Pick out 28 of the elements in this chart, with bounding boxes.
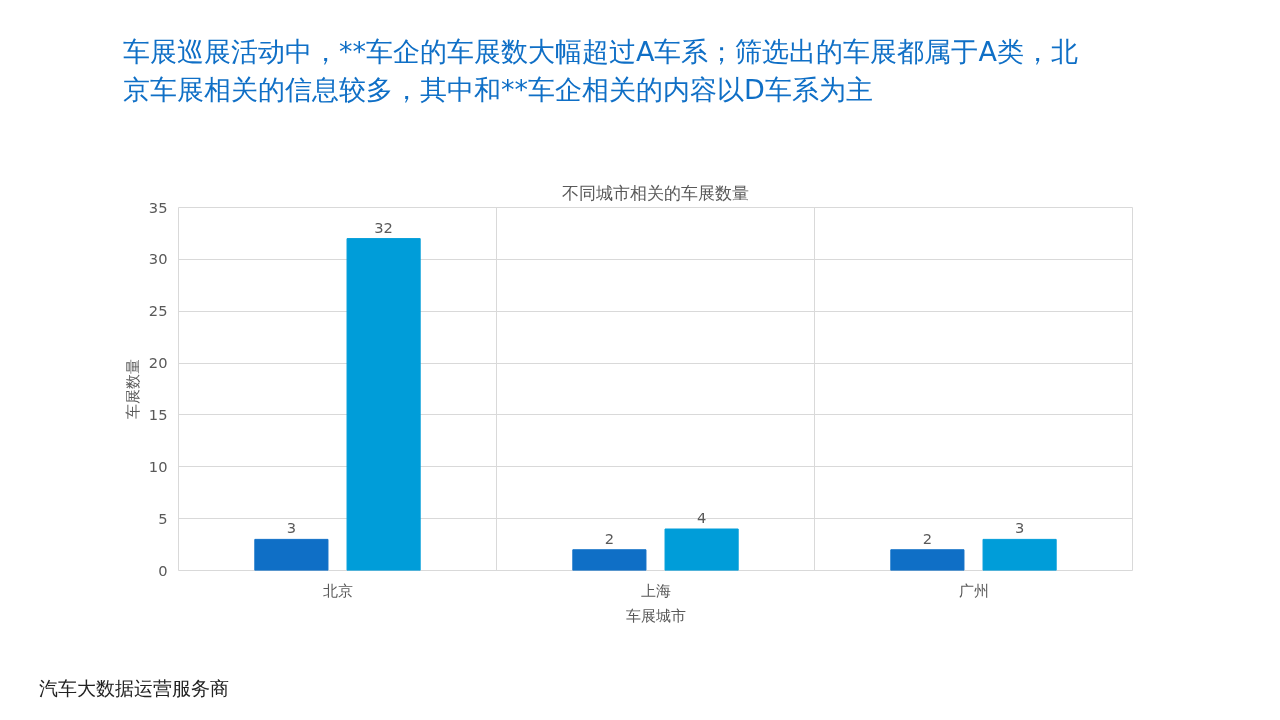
x-tick-label: 上海 bbox=[640, 581, 671, 599]
bar bbox=[982, 538, 1057, 571]
text: 汽车大数据运营服务商 bbox=[39, 676, 229, 701]
chart-title: 车展巡展活动中，**车企的车展数大幅超过A车系；筛选出的车展都属于A类，北京车展相关的信息较多，其中和**车企相关的内容以D车系为主 bbox=[123, 36, 1078, 105]
y-tick-label: 10 bbox=[148, 457, 168, 475]
bar bbox=[254, 538, 329, 571]
bar bbox=[664, 528, 739, 571]
bar bbox=[572, 549, 647, 571]
y-tick-label: 5 bbox=[158, 509, 168, 527]
x-tick-label: 广州 bbox=[958, 581, 989, 599]
x-axis-title: 车展城市 bbox=[625, 606, 686, 624]
y-tick-label: 20 bbox=[148, 354, 168, 372]
y-tick-label: 15 bbox=[148, 405, 168, 423]
data-label: 2 bbox=[604, 529, 615, 547]
y-tick-label: 35 bbox=[148, 198, 168, 216]
y-tick-label: 30 bbox=[148, 250, 168, 268]
y-tick-label: 25 bbox=[148, 302, 168, 320]
data-label: 3 bbox=[286, 519, 297, 537]
y-axis-title: 车展数量 bbox=[123, 359, 141, 419]
data-label: 4 bbox=[696, 509, 707, 527]
data-label: 3 bbox=[1014, 519, 1025, 537]
x-tick-label: 北京 bbox=[322, 581, 353, 599]
data-label: 32 bbox=[374, 218, 393, 236]
chart-subtitle: 不同城市相关的车展数量 bbox=[562, 182, 749, 203]
bar bbox=[890, 549, 965, 571]
y-tick-label: 0 bbox=[158, 561, 168, 579]
bar bbox=[346, 238, 421, 571]
data-label: 2 bbox=[922, 529, 933, 547]
